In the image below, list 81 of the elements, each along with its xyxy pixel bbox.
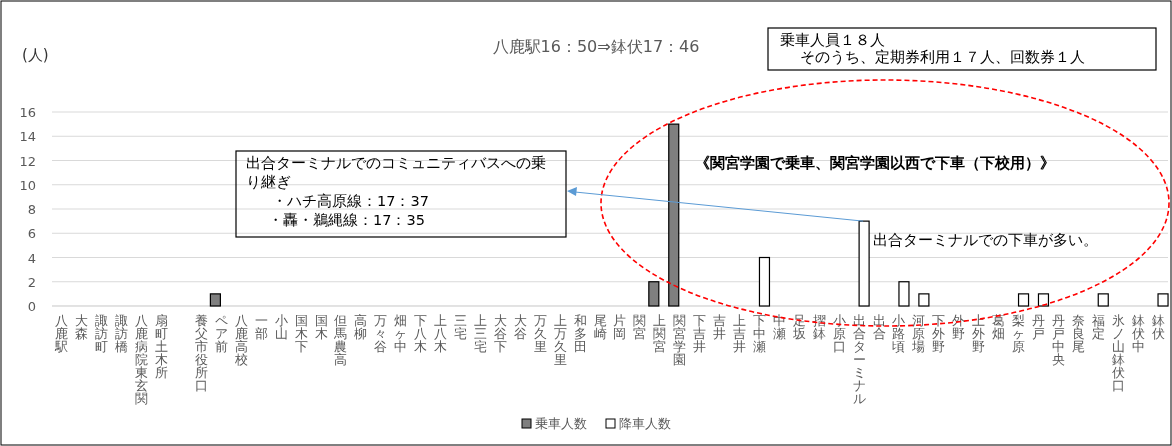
- chart-title: 八鹿駅16：50⇒鉢伏17：46: [492, 37, 700, 56]
- x-tick-label: 畑ヶ中: [394, 313, 408, 354]
- x-tick-label: 葛畑: [992, 313, 1006, 341]
- bar: [898, 281, 910, 307]
- x-tick-label: 丹戸中央: [1051, 313, 1065, 367]
- annotation: ・ハチ高原線：17：37: [272, 193, 429, 209]
- bar: [668, 123, 680, 307]
- legend-label: 乗車人数: [535, 416, 587, 431]
- annotation: 出合ターミナルでのコミュニティバスへの乗り継ぎ: [246, 155, 546, 190]
- x-tick-label: 小原口: [832, 313, 846, 354]
- x-tick-label: 三宅: [454, 313, 468, 341]
- annotation: 《関宮学園で乗車、関宮学園以西で下車（下校用）》: [695, 154, 1055, 172]
- x-tick-label: ペア前: [214, 313, 228, 354]
- x-tick-label: 和多田: [573, 313, 587, 354]
- x-tick-label: 大谷: [513, 313, 527, 341]
- x-tick-label: 福定: [1091, 313, 1105, 341]
- y-tick-label: 14: [19, 129, 36, 145]
- x-tick-label: 但馬農高: [333, 313, 348, 367]
- x-tick-label: 扇町土木所: [155, 313, 169, 380]
- y-tick-label: 16: [19, 105, 36, 120]
- annotation: 出合ターミナルでの下車が多い。: [873, 232, 1098, 248]
- x-tick-label: 奈良尾: [1071, 313, 1085, 354]
- x-tick-label: 諏訪橋: [115, 313, 129, 354]
- x-tick-label: 万々谷: [374, 313, 388, 354]
- x-tick-label: 大谷下: [493, 313, 507, 354]
- x-tick-label: 外野: [952, 313, 966, 341]
- y-tick-label: 10: [19, 177, 36, 193]
- x-tick-label: 上関宮: [653, 313, 667, 354]
- x-tick-label: 下中瀬: [752, 313, 766, 354]
- x-tick-label: 氷ノ山鉢伏口: [1111, 313, 1125, 393]
- bar: [209, 293, 221, 307]
- x-tick-label: 上吉井: [733, 313, 747, 354]
- x-tick-label: 河原場: [911, 313, 926, 354]
- x-tick-label: 上八木: [434, 313, 448, 354]
- bar: [1037, 293, 1050, 307]
- bar: [1097, 293, 1109, 307]
- x-tick-label: 上三宅: [473, 313, 487, 354]
- x-tick-label: 尾崎: [593, 313, 607, 341]
- x-tick-label: 八鹿駅: [54, 313, 69, 354]
- x-tick-label: 出合ターミナル: [852, 313, 866, 406]
- x-tick-label: 鉢伏中: [1131, 313, 1145, 354]
- y-axis-title: (人): [22, 46, 49, 64]
- bar: [858, 220, 870, 307]
- x-tick-label: 国木: [314, 313, 328, 341]
- y-tick-label: 12: [19, 153, 36, 169]
- x-tick-label: 片岡: [613, 313, 627, 341]
- x-tick-label: 一部: [254, 313, 268, 341]
- x-tick-label: 国木下: [294, 313, 308, 354]
- bar: [758, 256, 771, 307]
- x-tick-label: 養父市役所口: [194, 313, 208, 393]
- x-tick-label: 大森: [75, 313, 89, 341]
- x-tick-label: 梨ヶ原: [1012, 313, 1026, 354]
- y-tick-label: 4: [27, 250, 36, 266]
- y-tick-label: 6: [27, 226, 36, 242]
- x-tick-label: 丹戸: [1031, 313, 1045, 341]
- text: 乗車人員１８人: [780, 32, 885, 48]
- x-tick-label: 諏訪町: [95, 313, 109, 354]
- x-tick-label: 高柳: [354, 313, 368, 341]
- bar: [1017, 293, 1030, 307]
- y-tick-label: 2: [27, 274, 36, 290]
- bar: [918, 293, 930, 307]
- x-tick-label: 小山: [274, 313, 288, 341]
- y-tick-label: 0: [27, 299, 36, 314]
- x-tick-label: 上万久里: [553, 313, 567, 367]
- x-tick-label: 八鹿病院東玄関: [135, 313, 149, 406]
- text: そのうち、定期券利用１７人、回数券１人: [800, 49, 1085, 65]
- x-tick-label: 吉井: [713, 313, 727, 341]
- x-tick-label: 小路頃: [892, 313, 906, 354]
- x-tick-label: 下吉井: [693, 313, 707, 354]
- legend-label: 降車人数: [619, 416, 671, 431]
- x-tick-label: 鉢伏: [1151, 313, 1165, 341]
- x-tick-label: 出合: [872, 313, 886, 341]
- x-tick-label: 八鹿高校: [233, 313, 248, 367]
- annotation: ・轟・鵜縄線：17：35: [268, 212, 425, 228]
- x-tick-label: 関宮学園: [673, 313, 687, 367]
- x-tick-label: 関宮: [633, 313, 647, 341]
- bar: [1157, 293, 1169, 307]
- x-tick-label: 下八木: [414, 313, 428, 354]
- x-tick-label: 万久里: [533, 313, 547, 354]
- y-tick-label: 8: [27, 202, 36, 217]
- bar: [648, 281, 660, 307]
